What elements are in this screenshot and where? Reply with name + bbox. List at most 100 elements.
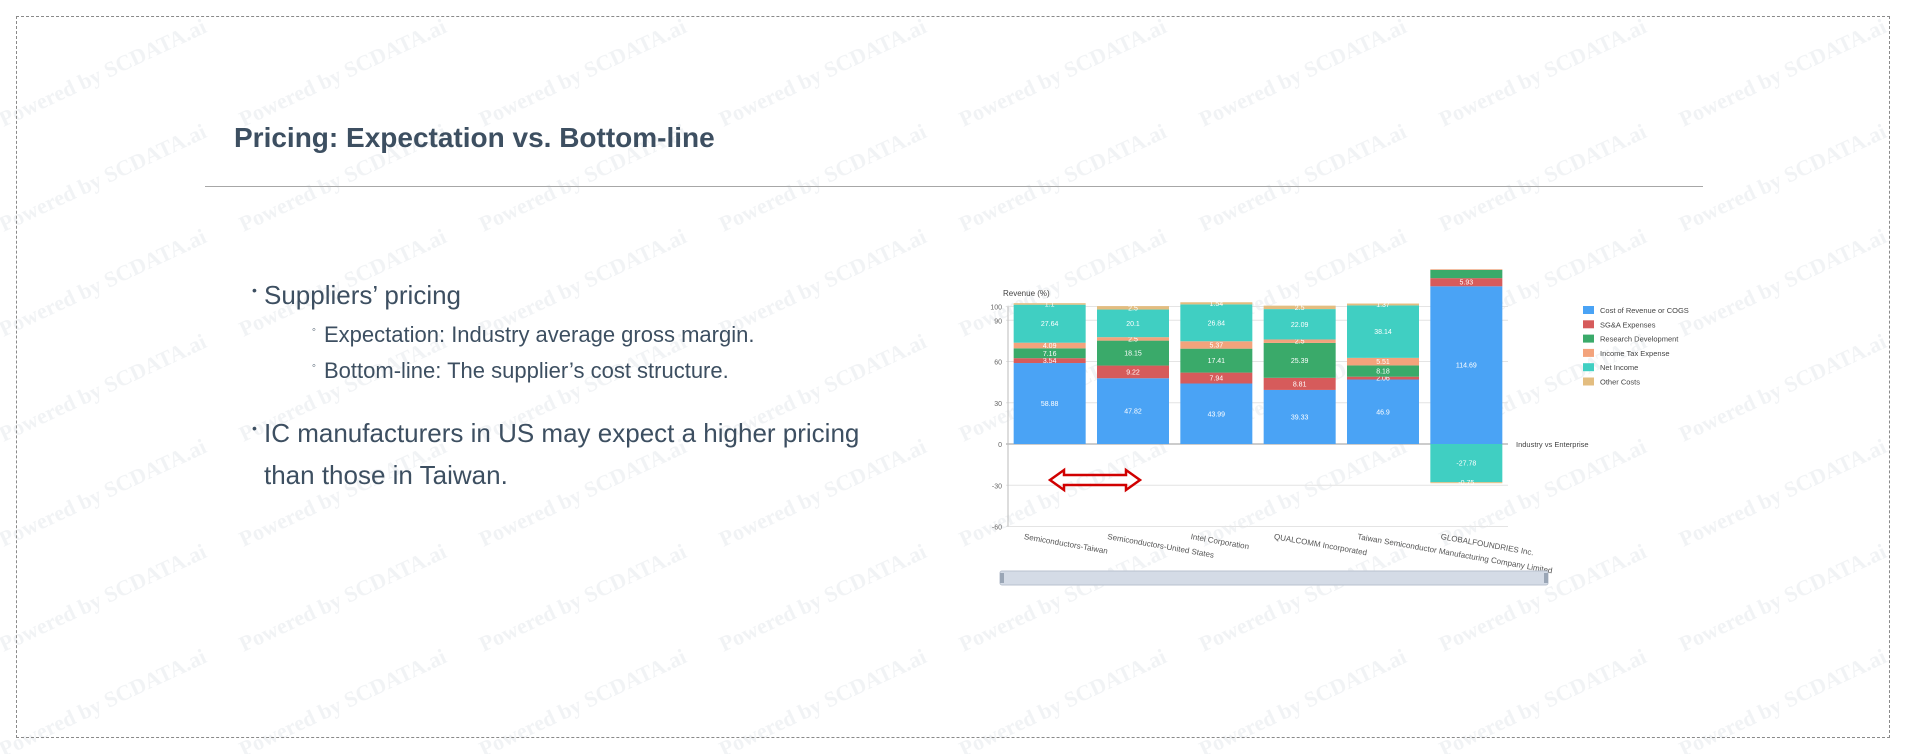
legend-swatch-cogs: [1583, 306, 1594, 314]
data-label: 3.54: [1043, 358, 1057, 365]
bar-segment-cogs: [1347, 379, 1419, 444]
category-label: Semiconductors-Taiwan: [1023, 532, 1108, 556]
legend-label: Net Income: [1600, 363, 1638, 372]
data-label: 5.93: [1460, 280, 1474, 287]
data-label: -27.78: [1456, 461, 1476, 468]
bar-segment-rnd: [1263, 342, 1336, 378]
slide-frame: [16, 16, 1890, 738]
data-label: 46.9: [1376, 409, 1390, 416]
data-label: 17.41: [1208, 358, 1226, 365]
bar-segment-rnd: [1097, 340, 1169, 366]
bar-segment-other: [1013, 303, 1086, 305]
data-label: 58.88: [1041, 401, 1059, 408]
data-label: 2.5: [1128, 336, 1138, 343]
data-label: 20.1: [1126, 321, 1140, 328]
category-label: QUALCOMM Incorporated: [1273, 532, 1367, 557]
y-tick-label: 0: [998, 442, 1002, 449]
legend-swatch-sga: [1583, 320, 1594, 329]
y-axis-label: Revenue (%): [1003, 289, 1050, 298]
y-tick-label: 90: [994, 318, 1002, 325]
bar-segment-net: [1430, 444, 1503, 483]
y-tick-label: -30: [992, 483, 1002, 490]
slide-title: Pricing: Expectation vs. Bottom-line: [234, 122, 715, 153]
bar-segment-net: [1180, 304, 1253, 342]
bar-segment-tax: [1347, 357, 1419, 366]
data-label: 8.81: [1293, 381, 1307, 388]
data-label: 5.37: [1210, 342, 1224, 349]
reference-line-label: Industry vs Enterprise: [1516, 440, 1589, 449]
data-label: 1.1: [1045, 301, 1055, 308]
bar-segment-rnd: [1347, 365, 1419, 377]
bar-segment-other: [1430, 482, 1503, 484]
bar-segment-sga: [1347, 376, 1419, 380]
stacked-bar-chart-svg: Revenue (%) -60 -30 0 30 60 90 100 Industry vs E…: [990, 269, 1689, 586]
y-tick-label: 30: [994, 401, 1002, 408]
sub-bullet-marker: ◦: [312, 360, 316, 372]
data-label: 2.06: [1376, 376, 1390, 383]
legend-label: Research Development: [1600, 335, 1679, 344]
data-label: 7.16: [1043, 351, 1057, 358]
bullet-ic-manufacturers: IC manufacturers in US may expect a high…: [264, 418, 860, 448]
legend-label: Other Costs: [1600, 378, 1640, 387]
data-label: 22.09: [1291, 322, 1309, 329]
data-label: 7.94: [1210, 376, 1224, 383]
data-label: 47.82: [1124, 409, 1142, 416]
y-tick-label: -60: [992, 525, 1002, 532]
bar-segment-rnd: [1013, 348, 1086, 359]
bar-segment-tax: [1430, 269, 1503, 270]
data-label: 2.5: [1295, 305, 1305, 312]
bar-segment-net: [1347, 305, 1419, 358]
bar-segment-sga: [1097, 365, 1169, 379]
bar-segment-rnd: [1430, 269, 1503, 279]
bar-segment-cogs: [1430, 286, 1503, 444]
sub-bullet-bottom-line: Bottom-line: The supplier’s cost structu…: [324, 358, 729, 383]
legend-label: Cost of Revenue or COGS: [1600, 306, 1689, 315]
bar-segment-sga: [1263, 377, 1336, 390]
scrollbar-handle-right: [1544, 573, 1548, 583]
y-tick-label: 100: [990, 305, 1002, 312]
bar-segment-cogs: [1013, 363, 1086, 444]
bar-segment-cogs: [1180, 383, 1253, 444]
double-arrow-annotation: [1047, 467, 1143, 493]
bar-segment-tax: [1263, 339, 1336, 343]
scrollbar-handle-left: [1000, 573, 1004, 583]
bar-segment-tax: [1097, 337, 1169, 341]
legend-swatch-tax: [1583, 348, 1594, 357]
bar-segment-net: [1097, 309, 1169, 338]
data-label: 43.99: [1208, 411, 1226, 418]
data-label: 2.5: [1128, 305, 1138, 312]
chart-scrollbar: [999, 570, 1549, 586]
bullet-marker: •: [252, 282, 257, 298]
bar-segment-other: [1347, 303, 1419, 306]
data-label: -0.75: [1458, 480, 1474, 487]
sub-bullet-expectation: Expectation: Industry average gross marg…: [324, 322, 755, 347]
data-label: 9.22: [1126, 369, 1140, 376]
data-label: 26.84: [1208, 320, 1226, 327]
data-label: 39.33: [1291, 414, 1309, 421]
data-label: 2.5: [1295, 339, 1305, 346]
bar-segment-net: [1013, 304, 1086, 343]
data-label: 4.09: [1043, 343, 1057, 350]
legend-swatch-rnd: [1583, 334, 1594, 343]
data-label: 114.69: [1456, 363, 1477, 370]
bullet-suppliers-pricing: Suppliers’ pricing: [264, 280, 462, 310]
legend-label: Income Tax Expense: [1600, 349, 1670, 358]
data-label: 38.14: [1374, 329, 1392, 336]
bar-segment-net: [1263, 309, 1336, 340]
bar-segment-sga: [1180, 372, 1253, 384]
bar-segment-cogs: [1097, 378, 1169, 444]
data-label: 18.15: [1124, 351, 1142, 358]
data-label: 8.18: [1376, 369, 1390, 376]
legend-label: SG&A Expenses: [1600, 320, 1656, 329]
legend-swatch-net: [1583, 363, 1594, 372]
bar-segment-tax: [1013, 342, 1086, 349]
data-label: 1.54: [1210, 301, 1224, 308]
data-label: 25.39: [1291, 358, 1309, 365]
data-label: 27.64: [1041, 321, 1059, 328]
bar-segment-other: [1263, 305, 1336, 310]
y-tick-label: 60: [994, 360, 1002, 367]
cost-structure-chart: Revenue (%) -60 -30 0 30 60 90 100 Industry vs E…: [960, 268, 1700, 598]
sub-bullet-marker: ◦: [312, 324, 316, 336]
bar-segment-tax: [1180, 341, 1253, 349]
bar-segment-cogs: [1263, 389, 1336, 444]
